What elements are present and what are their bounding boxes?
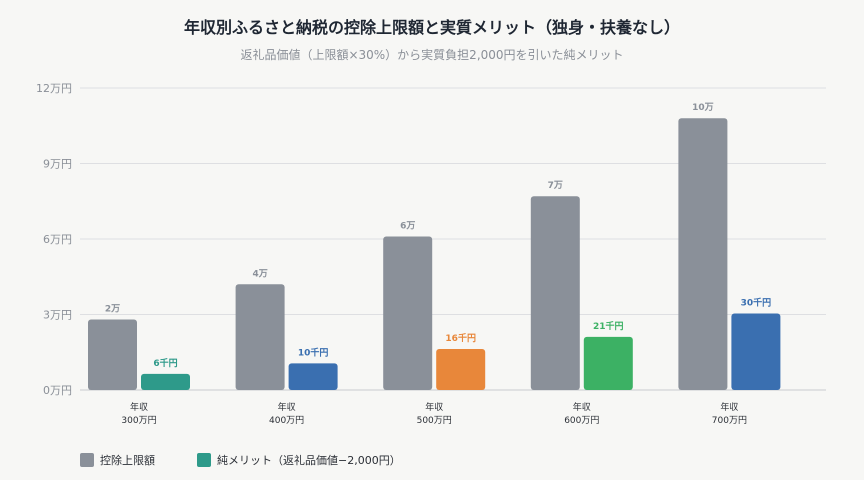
data-label: 7万 [548,180,563,191]
bar-deduction-limit [88,319,137,390]
y-tick-label: 12万円 [36,82,72,95]
y-tick-label: 6万円 [43,233,72,246]
bar-deduction-limit [383,236,433,390]
x-tick-label: 年収 [573,401,591,413]
bar-deduction-limit [235,284,285,390]
bar-net-benefit [141,373,190,390]
x-tick-label: 年収 [278,401,296,413]
data-label: 6千円 [153,357,177,369]
y-tick-label: 9万円 [43,158,72,171]
data-label: 16千円 [445,332,476,344]
x-tick-label: 700万円 [712,415,747,426]
data-label: 10万 [692,102,714,113]
data-label: 2万 [105,304,120,315]
x-tick-label: 年収 [130,401,148,413]
x-tick-label: 600万円 [564,415,599,426]
x-tick-label: 500万円 [417,415,452,426]
legend-swatch-net-benefit [197,453,211,467]
bar-net-benefit [583,336,633,390]
bar-net-benefit [731,313,781,390]
chart-legend: 控除上限額 純メリット（返礼品価値−2,000円） [80,452,443,468]
x-tick-label: 年収 [720,401,738,413]
legend-item-net-benefit: 純メリット（返礼品価値−2,000円） [197,452,401,468]
legend-label-deduction-limit: 控除上限額 [100,454,155,467]
x-tick-label: 400万円 [269,415,304,426]
y-tick-label: 0万円 [43,384,72,397]
chart-subtitle: 返礼品価値（上限額×30%）から実質負担2,000円を引いた純メリット [240,48,624,62]
legend-swatch-deduction-limit [80,453,94,467]
bar-deduction-limit [678,118,728,390]
x-tick-label: 年収 [425,401,443,413]
legend-item-deduction-limit: 控除上限額 [80,452,155,468]
data-label: 6万 [400,220,415,231]
bar-net-benefit [436,348,486,390]
legend-label-net-benefit: 純メリット（返礼品価値−2,000円） [217,454,401,467]
y-tick-label: 3万円 [43,309,72,322]
bar-deduction-limit [530,196,580,390]
chart-title: 年収別ふるさと納税の控除上限額と実質メリット（独身・扶養なし） [183,18,680,37]
x-tick-label: 300万円 [121,415,156,426]
data-label: 21千円 [593,320,624,332]
data-label: 4万 [252,268,267,279]
bar-net-benefit [288,363,338,390]
data-label: 30千円 [741,296,772,308]
data-label: 10千円 [298,346,329,358]
